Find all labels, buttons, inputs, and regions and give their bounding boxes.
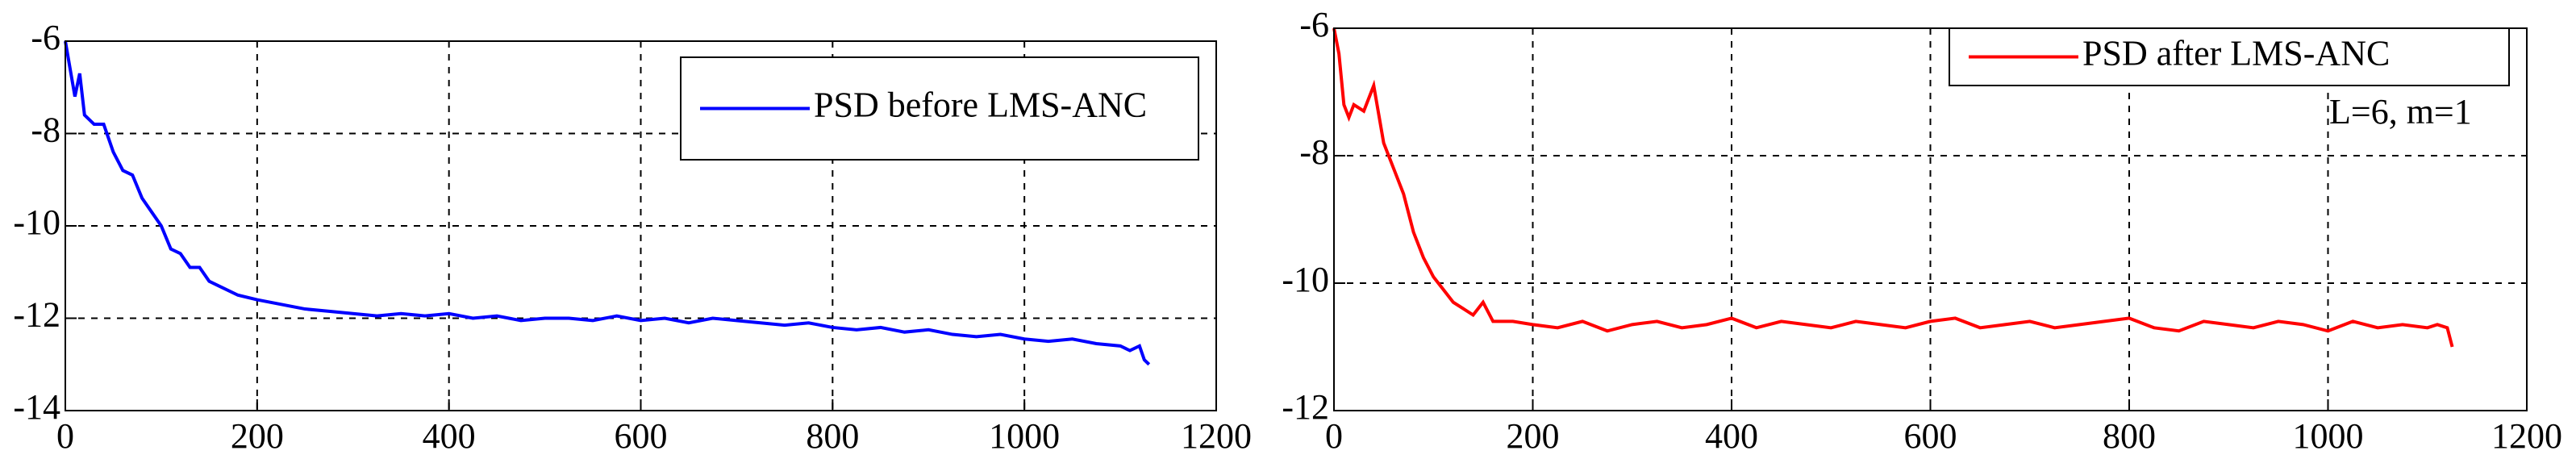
x-tick-label: 1200	[1181, 416, 1252, 456]
y-tick-label: -6	[31, 18, 60, 57]
legend-box	[1949, 27, 2510, 86]
x-tick-label: 0	[56, 416, 74, 456]
y-tick-label: -6	[1299, 5, 1329, 44]
x-tick-label: 800	[806, 416, 859, 456]
x-tick-label: 200	[231, 416, 284, 456]
y-tick-label: -8	[1299, 132, 1329, 172]
legend-label: PSD before LMS-ANC	[814, 86, 1147, 125]
y-tick-label: -10	[1282, 260, 1329, 299]
data-line	[64, 40, 1151, 366]
x-tick-label: 600	[615, 416, 668, 456]
y-tick-label: -10	[13, 202, 60, 242]
annotation: L=6, m=1	[2329, 92, 2472, 131]
x-tick-label: 800	[2103, 416, 2156, 456]
x-tick-label: 200	[1507, 416, 1560, 456]
x-tick-label: 1200	[2491, 416, 2562, 456]
plot-frame	[1333, 27, 2528, 411]
y-tick-label: -12	[13, 295, 60, 335]
x-tick-label: 400	[423, 416, 476, 456]
plot-frame	[65, 40, 1217, 411]
x-tick-label: 0	[1325, 416, 1343, 456]
y-tick-label: -12	[1282, 387, 1329, 427]
x-tick-label: 400	[1705, 416, 1758, 456]
x-tick-label: 1000	[989, 416, 1060, 456]
legend-label: PSD after LMS-ANC	[2082, 34, 2390, 73]
y-tick-label: -14	[13, 387, 60, 427]
y-tick-label: -8	[31, 111, 60, 150]
legend-box	[680, 56, 1199, 161]
x-tick-label: 1000	[2293, 416, 2364, 456]
data-line	[1332, 27, 2454, 348]
x-tick-label: 600	[1904, 416, 1957, 456]
